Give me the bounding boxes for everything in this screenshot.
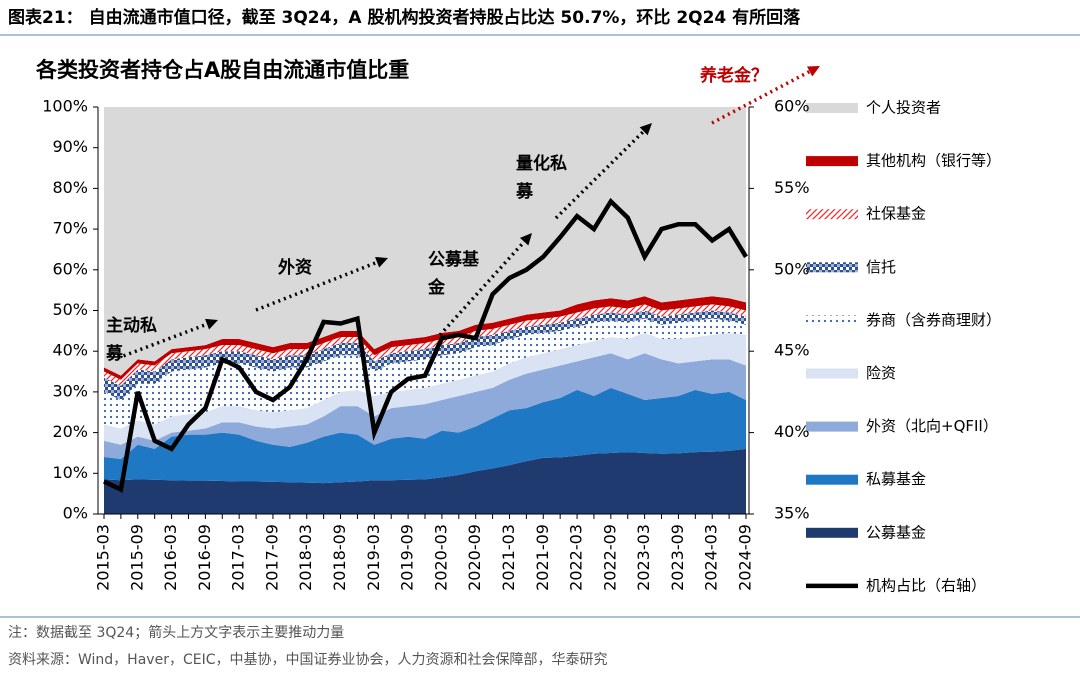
legend-swatch [806,474,858,485]
annotation-arrowhead [519,233,532,246]
annotation: 主动私募 [106,316,157,364]
y2-tick-label: 50% [774,259,810,278]
legend-label: 社保基金 [866,205,926,223]
area [104,107,746,376]
annotation-arrow [255,259,382,312]
annotation-arrowhead [205,318,218,330]
y2-tick-label: 35% [774,504,810,523]
y-tick-label: 80% [52,178,88,197]
annotation: 外资 [278,258,312,278]
x-tick-label: 2018-03 [296,524,315,591]
y-tick-label: 90% [52,137,88,156]
x-tick-label: 2020-09 [465,524,484,591]
annotation-arrowhead [639,123,652,136]
legend-label: 其他机构（银行等） [866,152,1001,170]
y-tick-label: 50% [52,300,88,319]
annotation: 公募基金 [428,250,479,298]
x-tick-label: 2019-03 [364,524,383,591]
legend-label: 个人投资者 [866,99,941,117]
annotation-arrowhead [807,66,820,77]
chart-title: 各类投资者持仓占A股自由流通市值比重 [35,58,409,82]
x-tick-label: 2021-09 [533,524,552,591]
x-tick-label: 2018-09 [330,524,349,591]
y-tick-label: 20% [52,422,88,441]
x-tick-label: 2017-03 [229,524,248,591]
source-note: 资料来源：Wind，Haver，CEIC，中基协，中国证券业协会，人力资源和社会… [8,651,607,668]
x-tick-label: 2015-09 [127,524,146,591]
legend-swatch [806,103,858,113]
x-tick-label: 2022-09 [600,524,619,591]
x-tick-label: 2023-03 [634,524,653,591]
x-tick-label: 2019-09 [398,524,417,591]
area [104,304,746,386]
y-tick-label: 0% [63,504,88,523]
header-title: 图表21： 自由流通市值口径，截至 3Q24，A 股机构投资者持股占比达 50.… [8,7,801,28]
x-tick-label: 2022-03 [567,524,586,591]
legend-label: 险资 [866,364,896,382]
y2-tick-label: 40% [774,422,810,441]
y-tick-label: 100% [42,97,88,116]
area [104,448,746,514]
area [104,310,746,401]
x-tick-label: 2024-03 [702,524,721,591]
legend-swatch [806,156,858,167]
x-tick-label: 2016-09 [195,524,214,591]
x-tick-label: 2015-03 [94,524,113,591]
y-tick-label: 10% [52,463,88,482]
x-tick-label: 2021-03 [499,524,518,591]
legend-swatch [806,315,858,326]
legend-label: 外资（北向+QFII） [866,417,998,435]
legend-swatch [806,527,858,538]
footnote: 注：数据截至 3Q24；箭头上方文字表示主要推动力量 [8,624,344,641]
legend-label: 券商（含券商理财） [866,311,1001,329]
y-tick-label: 40% [52,341,88,360]
area [104,353,746,460]
area [104,332,746,445]
legend-swatch [806,421,858,432]
y-tick-label: 30% [52,381,88,400]
x-tick-label: 2016-03 [161,524,180,591]
legend-swatch [806,209,858,220]
annotation-arrow [711,68,814,125]
y-tick-label: 60% [52,259,88,278]
annotation-arrow [117,321,212,360]
legend-swatch [806,262,858,273]
annotation: 量化私募 [516,154,567,202]
legend-label: 私募基金 [866,470,926,488]
area [104,387,746,484]
legend-label: 机构占比（右轴） [866,576,986,594]
x-tick-label: 2017-09 [262,524,281,591]
x-tick-label: 2024-09 [736,524,755,591]
y2-tick-label: 60% [774,97,810,116]
annotation: 养老金？ [700,66,768,86]
y-tick-label: 70% [52,219,88,238]
x-tick-label: 2023-09 [668,524,687,591]
y2-tick-label: 55% [774,178,810,197]
legend-label: 信托 [866,258,896,276]
area [104,296,746,380]
y2-tick-label: 45% [774,341,810,360]
line [103,197,748,493]
legend-label: 公募基金 [866,523,926,541]
legend-swatch [806,368,858,379]
annotation-arrowhead [375,257,388,268]
x-tick-label: 2020-03 [431,524,450,591]
